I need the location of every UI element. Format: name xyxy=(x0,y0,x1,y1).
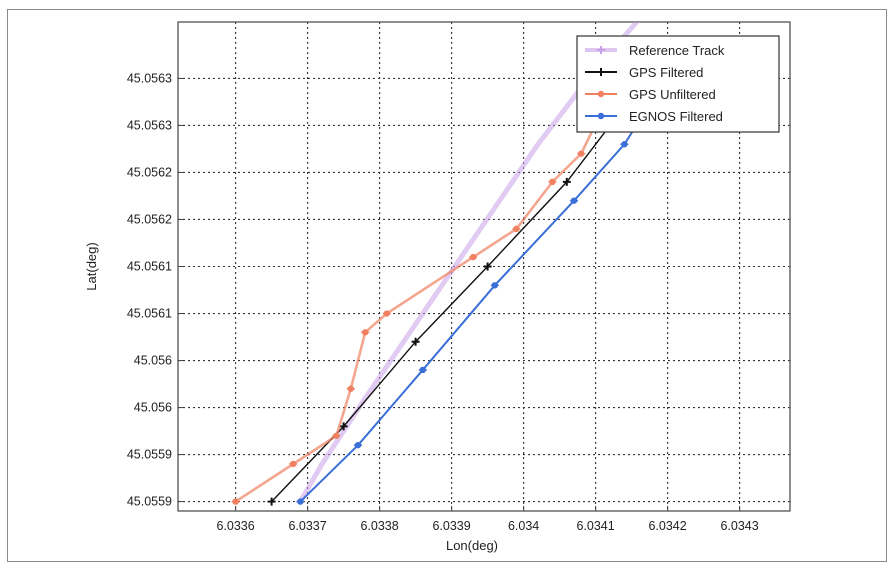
y-axis-label: Lat(deg) xyxy=(84,242,99,290)
x-tick-label: 6.0336 xyxy=(216,519,254,533)
x-tick-label: 6.0338 xyxy=(360,519,398,533)
y-tick-label: 45.0559 xyxy=(127,448,172,462)
y-tick-label: 45.0563 xyxy=(127,71,172,85)
y-tick-label: 45.056 xyxy=(134,354,172,368)
x-tick-label: 6.0343 xyxy=(720,519,758,533)
legend-label: Reference Track xyxy=(629,43,725,58)
x-tick-label: 6.0337 xyxy=(288,519,326,533)
series-0 xyxy=(298,22,641,503)
x-tick-label: 6.034 xyxy=(508,519,539,533)
legend-label: GPS Unfiltered xyxy=(629,87,716,102)
y-tick-label: 45.056 xyxy=(134,401,172,415)
legend: Reference Track GPS Filtered GPS Unfiltere… xyxy=(576,35,780,133)
x-axis-label: Lon(deg) xyxy=(446,538,498,553)
y-tick-label: 45.0562 xyxy=(127,212,172,226)
legend-label: GPS Filtered xyxy=(629,65,703,80)
y-tick-label: 45.0559 xyxy=(127,495,172,509)
y-tick-label: 45.0561 xyxy=(127,260,172,274)
legend-label: EGNOS Filtered xyxy=(629,109,723,124)
y-tick-label: 45.0563 xyxy=(127,118,172,132)
y-tick-label: 45.0562 xyxy=(127,165,172,179)
x-tick-label: 6.0339 xyxy=(432,519,470,533)
series-line xyxy=(298,22,641,503)
y-tick-label: 45.0561 xyxy=(127,307,172,321)
x-tick-label: 6.0342 xyxy=(648,519,686,533)
x-tick-label: 6.0341 xyxy=(576,519,614,533)
